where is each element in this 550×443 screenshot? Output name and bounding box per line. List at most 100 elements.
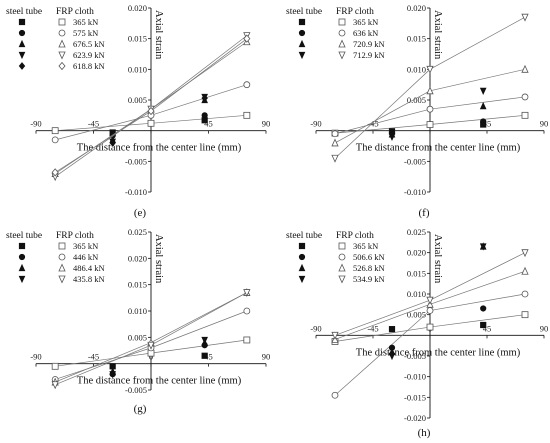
steel-point <box>480 118 487 125</box>
y-tick-label: 0.010 <box>407 64 426 74</box>
frp-point <box>426 65 434 74</box>
frp-point <box>147 106 155 116</box>
frp-point <box>147 341 155 350</box>
x-axis-title: The distance from the center line (mm) <box>77 143 242 154</box>
legend-frp-marker <box>58 242 66 250</box>
legend-label: 720.9 kN <box>353 39 385 49</box>
frp-point <box>51 127 59 135</box>
y-tick-label: 0.005 <box>407 310 426 320</box>
frp-point <box>426 121 434 128</box>
legend-label: 712.9 kN <box>353 50 385 60</box>
panel-label: (f) <box>419 207 430 219</box>
x-axis-title: The distance from the center line (mm) <box>356 347 521 358</box>
legend-label: 618.8 kN <box>73 61 105 71</box>
legend-label: 676.5 kN <box>73 39 105 49</box>
x-tick-label: -90 <box>30 352 41 362</box>
y-tick-label: 0.015 <box>128 280 147 290</box>
y-tick-label: -0.015 <box>404 392 426 402</box>
y-tick-label: -0.005 <box>125 385 147 395</box>
y-tick-label: 0.015 <box>128 34 147 44</box>
panel-label: (e) <box>134 207 147 219</box>
steel-point <box>109 371 116 379</box>
frp-point <box>243 336 251 344</box>
x-tick-label: 90 <box>540 323 549 333</box>
frp-point <box>521 266 529 275</box>
y-tick-label: 0.015 <box>407 34 426 44</box>
legend-frp-marker <box>338 51 346 60</box>
x-tick-label: 45 <box>204 352 213 362</box>
frp-point <box>521 311 529 319</box>
legend-frp-marker <box>338 253 346 261</box>
steel-point <box>388 326 396 333</box>
panel-label: (g) <box>134 403 147 415</box>
y-tick-label: 0.025 <box>128 227 147 237</box>
chart-panel-2: -90-4504590-0.010-0.0050.0050.0100.0150.… <box>286 3 548 219</box>
frp-point <box>243 307 251 315</box>
legend-header-frp: FRP cloth <box>336 7 374 17</box>
y-axis-title: Axial strain <box>153 10 164 60</box>
frp-point <box>426 296 434 305</box>
frp-point <box>243 111 251 119</box>
legend-header-steel: steel tube <box>286 7 322 17</box>
steel-point <box>480 305 487 312</box>
y-tick-label: -0.010 <box>404 187 426 197</box>
y-axis-title: Axial strain <box>432 234 443 284</box>
y-tick-label: 0.020 <box>128 253 147 263</box>
x-tick-label: 45 <box>483 323 492 333</box>
y-tick-label: 0.010 <box>407 289 426 299</box>
y-tick-label: 0.010 <box>128 64 147 74</box>
legend-frp-marker <box>338 275 346 284</box>
legend-steel-marker <box>298 29 306 37</box>
y-tick-label: 0.005 <box>407 95 426 105</box>
chart-panel-4: -90-4504590-0.020-0.015-0.010-0.0050.005… <box>286 227 548 439</box>
x-tick-label: -90 <box>30 119 41 129</box>
legend-steel-marker <box>18 275 26 284</box>
steel-point <box>201 336 208 345</box>
legend-steel-marker <box>298 242 306 250</box>
legend-label: 435.8 kN <box>73 274 105 284</box>
legend-label: 534.9 kN <box>353 274 385 284</box>
steel-point <box>109 139 116 147</box>
frp-point <box>51 168 59 177</box>
frp-point <box>521 249 529 258</box>
frp-point <box>521 290 529 298</box>
legend-steel-marker <box>18 62 26 70</box>
legend-header-frp: FRP cloth <box>336 231 374 241</box>
x-tick-label: 90 <box>262 119 271 129</box>
steel-point <box>201 352 208 359</box>
y-tick-label: 0.020 <box>407 248 426 258</box>
y-tick-label: -0.005 <box>404 156 426 166</box>
legend-steel-marker <box>298 18 306 26</box>
y-tick-label: 0.020 <box>128 3 147 13</box>
y-tick-label: 0.010 <box>128 306 147 316</box>
x-axis-title: The distance from the center line (mm) <box>77 376 242 387</box>
legend-steel-marker <box>18 242 26 250</box>
legend-steel-marker <box>298 275 306 284</box>
legend-label: 486.4 kN <box>73 263 105 273</box>
legend-steel-marker <box>18 18 26 26</box>
x-tick-label: 90 <box>540 119 549 129</box>
legend-label: 365 kN <box>353 17 378 27</box>
steel-point <box>479 101 487 110</box>
steel-point <box>480 321 487 329</box>
y-tick-label: 0.005 <box>128 95 147 105</box>
legend-steel-marker <box>18 263 26 272</box>
legend-frp-marker <box>58 29 66 37</box>
legend-label: 506.6 kN <box>353 252 385 262</box>
frp-point <box>51 362 59 370</box>
frp-point <box>521 93 529 101</box>
chart-panel-1: -90-4504590-0.010-0.0050.0050.0100.0150.… <box>6 3 270 219</box>
steel-point <box>388 352 396 361</box>
frp-point <box>426 86 434 95</box>
legend-steel-marker <box>298 39 306 48</box>
x-tick-label: 45 <box>204 119 213 129</box>
legend-steel-marker <box>18 51 26 60</box>
y-axis-title: Axial strain <box>153 234 164 284</box>
y-tick-label: -0.020 <box>404 413 426 423</box>
y-tick-label: 0.025 <box>407 227 426 237</box>
frp-point <box>426 323 434 331</box>
legend-label: 446 kN <box>73 252 98 262</box>
steel-point <box>479 87 487 95</box>
legend-frp-marker <box>58 253 66 261</box>
